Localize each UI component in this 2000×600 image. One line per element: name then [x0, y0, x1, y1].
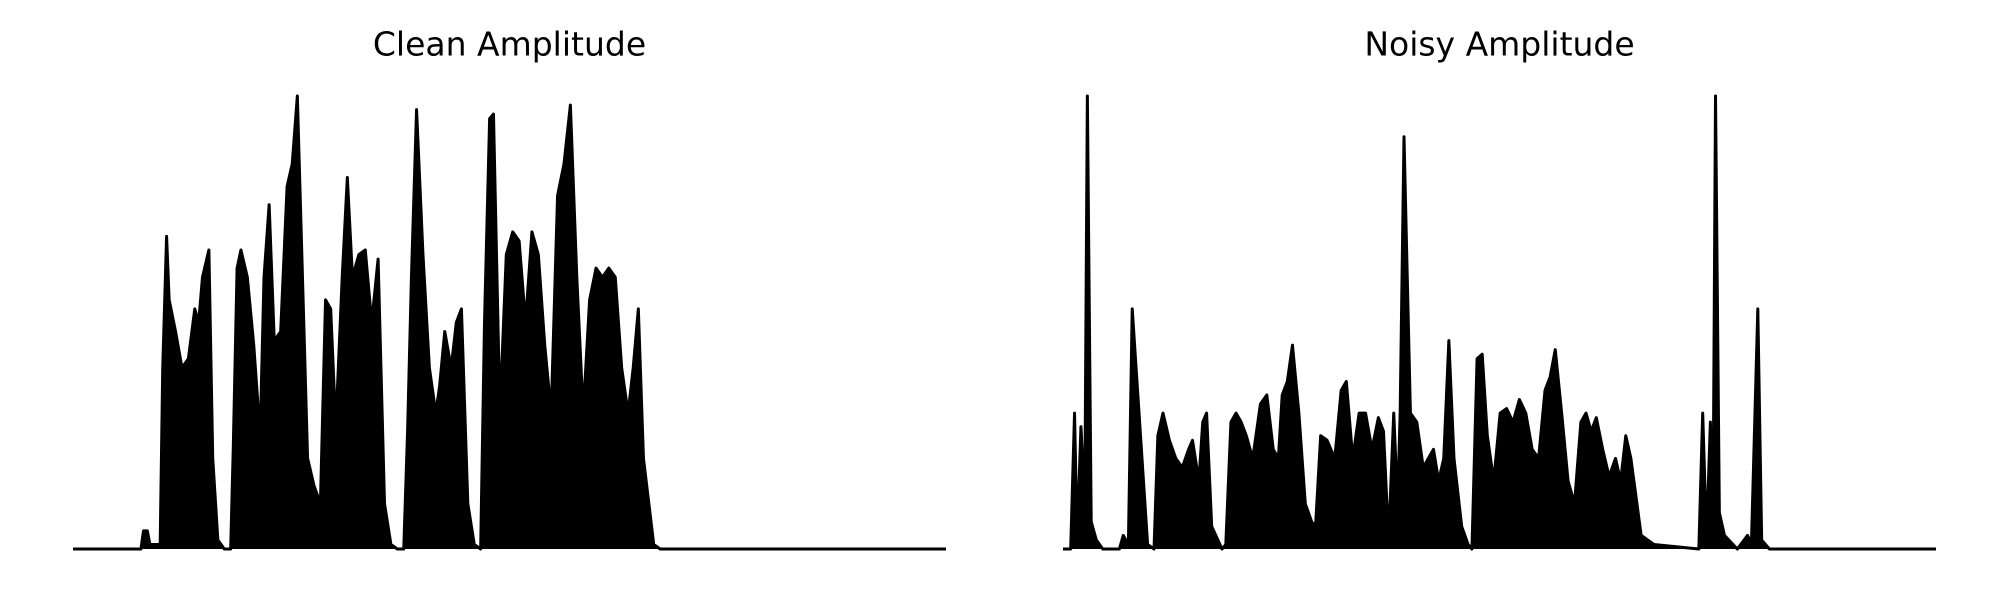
chart-title: Noisy Amplitude — [1364, 25, 1634, 64]
amplitude-area — [73, 94, 946, 551]
chart-title: Clean Amplitude — [373, 25, 646, 64]
amplitude-area — [1063, 94, 1936, 551]
